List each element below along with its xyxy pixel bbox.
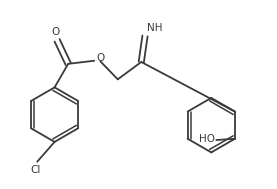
Text: O: O	[97, 53, 105, 63]
Text: NH: NH	[147, 23, 163, 33]
Text: O: O	[52, 27, 60, 37]
Text: Cl: Cl	[31, 165, 41, 175]
Text: HO: HO	[199, 134, 215, 144]
